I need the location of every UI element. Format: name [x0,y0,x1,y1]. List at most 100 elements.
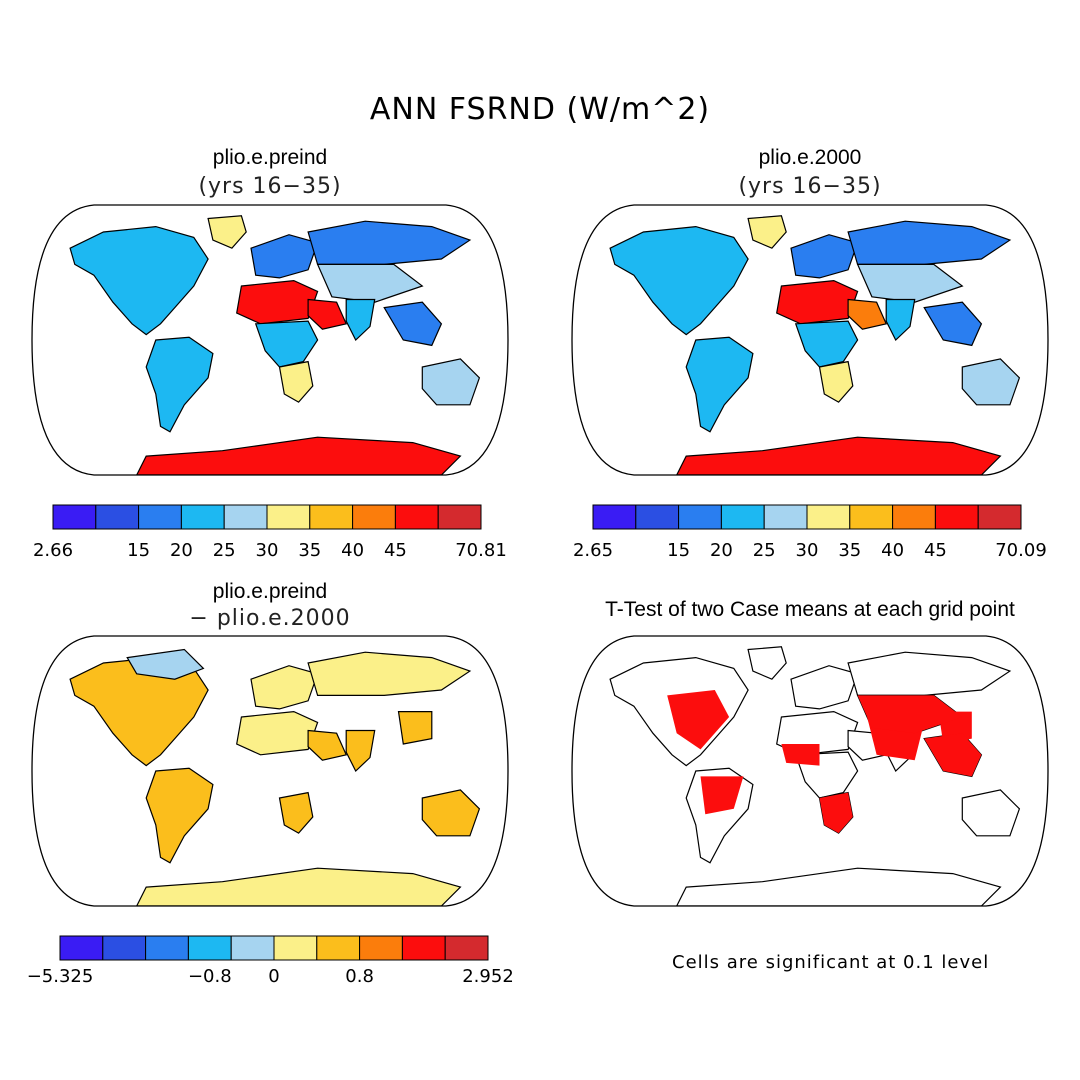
colorbar-swatch [444,935,489,961]
region-central-asia [316,263,424,303]
land-europe [790,665,859,710]
region-southern-africa [278,360,314,403]
region-greenland [747,215,787,249]
colorbar-swatch [230,935,275,961]
colorbar-tick-label: 20 [170,540,193,561]
colorbar-tick-label: 35 [838,540,861,561]
land-greenland [747,646,787,680]
significant-central-asia [857,695,963,734]
colorbar-min-label: 2.66 [33,540,73,561]
colorbar-swatch [52,504,97,530]
region-south-america [145,336,214,433]
colorbar-tick-label: 45 [924,540,947,561]
colorbar-min-label: −5.325 [27,966,94,987]
region-tropical-africa [794,320,859,368]
colorbar-max-label: 70.81 [455,540,507,561]
colorbar-swatch [309,504,354,530]
region-south-america [145,767,214,864]
colorbar-tick-label: 20 [710,540,733,561]
region-southeast-asia [923,301,983,347]
region-siberia [307,651,472,696]
region-antarctica [675,436,1002,475]
colorbar-swatch [394,504,439,530]
region-greenland [207,215,247,249]
colorbar-swatch [95,504,140,530]
significance-note: Cells are significant at 0.1 level [672,952,990,973]
significant-west-africa [781,744,820,766]
panel-3-subtitle: − plio.e.2000 [189,606,351,631]
colorbar-swatch [849,504,894,530]
colorbar-tick-label: 45 [384,540,407,561]
region-southeast-asia [383,301,443,347]
colorbar-tick-label: 30 [796,540,819,561]
significant-southern-africa [819,792,853,834]
region-india [345,298,376,341]
region-central-asia [856,263,964,303]
panel-2-outline [571,204,1049,476]
panel-4-outline [571,635,1049,907]
panel-3-map [32,636,508,906]
region-australia [421,789,481,837]
colorbar-swatch [720,504,765,530]
colorbar-swatch [102,935,147,961]
colorbar-tick-label: 40 [881,540,904,561]
region-antarctica [135,867,462,906]
region-north-america [609,225,749,336]
colorbar-swatch [977,504,1022,530]
colorbar-tick-label: 25 [213,540,236,561]
panel-2-title: plio.e.2000 [758,146,862,169]
colorbar-swatch [352,504,396,530]
colorbar-swatch [145,935,189,961]
land-australia [961,789,1021,837]
region-east-china [397,711,433,745]
colorbar-min-label: 2.65 [573,540,613,561]
region-tropical-africa [254,320,319,368]
panel-3-outline [31,635,509,907]
colorbar-swatch [763,504,808,530]
colorbar-swatch [359,935,403,961]
colorbar-tick-label: 35 [298,540,321,561]
colorbar-swatch [678,504,722,530]
colorbar-swatch [316,935,361,961]
colorbar-swatch [180,504,225,530]
panel-1-title: plio.e.preind [212,146,328,169]
colorbar-swatch [401,935,446,961]
colorbar-tick-label: 0.8 [345,966,374,987]
significant-eastern-north-america [667,690,730,750]
colorbar-swatch [266,504,311,530]
panel-1-map [32,205,508,475]
region-southern-africa [818,360,854,403]
region-north-america [69,225,209,336]
panel-1-outline [31,204,509,476]
region-south-america [685,336,754,433]
region-arabia [307,298,348,330]
region-arabia [847,298,888,330]
colorbar-tick-label: 25 [753,540,776,561]
region-europe [790,234,859,279]
panel-4-title: T-Test of two Case means at each grid po… [605,598,1015,621]
region-europe [250,234,319,279]
colorbar-swatch [635,504,680,530]
region-southern-africa [278,791,314,834]
colorbar-swatch [592,504,637,530]
colorbar-swatch [806,504,851,530]
panel-2-subtitle: (yrs 16−35) [738,174,882,199]
colorbar-tick-label: −0.8 [188,966,232,987]
significant-northern-south-america [700,776,744,815]
colorbar-tick-label: 15 [667,540,690,561]
main-title: ANN FSRND (W/m^2) [369,92,711,127]
panel-4-map [572,636,1048,906]
region-india [885,298,916,341]
colorbar-swatch [437,504,482,530]
colorbar-swatch [187,935,232,961]
significant-southeast-asia [924,733,982,777]
panel-2-map [572,205,1048,475]
colorbar-max-label: 70.09 [995,540,1047,561]
colorbar-tick-label: 0 [268,966,279,987]
region-sahara [236,279,319,325]
region-arabia [307,729,348,761]
region-europe [250,665,319,710]
colorbar-tick-label: 15 [127,540,150,561]
colorbar-tick-label: 30 [256,540,279,561]
